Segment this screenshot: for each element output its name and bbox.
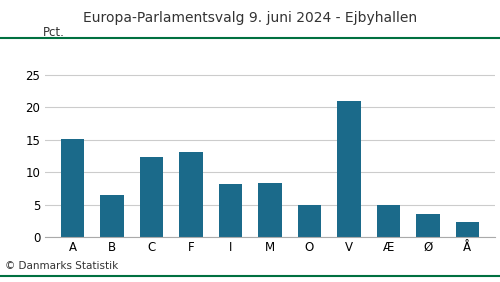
Bar [298, 204, 322, 237]
Bar [179, 152, 203, 237]
Bar [218, 184, 242, 237]
Bar [376, 205, 400, 237]
Bar [456, 222, 479, 237]
Bar [337, 101, 361, 237]
Bar [416, 213, 440, 237]
Bar [140, 157, 164, 237]
Text: © Danmarks Statistik: © Danmarks Statistik [5, 261, 118, 271]
Bar [100, 195, 124, 237]
Text: Europa-Parlamentsvalg 9. juni 2024 - Ejbyhallen: Europa-Parlamentsvalg 9. juni 2024 - Ejb… [83, 11, 417, 25]
Bar [258, 183, 282, 237]
Text: Pct.: Pct. [43, 26, 64, 39]
Bar [61, 139, 84, 237]
